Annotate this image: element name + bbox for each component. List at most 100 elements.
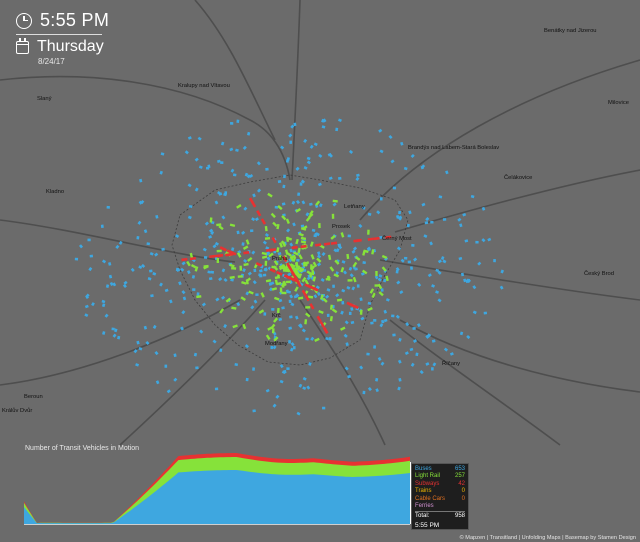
vehicle-marker [351,249,356,254]
vehicle-marker [123,280,128,285]
vehicle-marker [137,220,142,225]
vehicle-marker [346,253,350,260]
vehicle-marker [332,199,338,203]
vehicle-marker [311,270,315,276]
vehicle-marker [306,385,311,390]
vehicle-marker [112,282,117,287]
vehicle-marker [214,200,219,205]
vehicle-marker [249,174,254,178]
vehicle-marker [398,337,402,342]
vehicle-marker [245,291,250,296]
vehicle-marker [391,314,395,318]
vehicle-marker [258,269,263,273]
vehicle-marker [216,249,222,253]
vehicle-marker [293,122,297,127]
legend-value: 257 [454,473,465,480]
vehicle-marker [330,234,336,240]
place-label: Králův Dvůr [2,408,33,414]
vehicle-marker [294,315,299,320]
vehicle-marker [149,251,154,256]
vehicle-marker [384,256,389,262]
vehicle-marker [360,316,365,321]
vehicle-marker [413,257,418,262]
vehicle-marker [236,230,240,235]
vehicle-marker [180,326,184,331]
vehicle-marker [285,289,290,294]
vehicle-marker [187,215,192,220]
vehicle-marker [332,202,337,207]
vehicle-marker [405,322,410,327]
vehicle-marker [141,263,146,269]
vehicle-marker [196,295,202,299]
place-label: Beroun [24,394,43,400]
vehicle-marker [301,289,307,297]
vehicle-marker [396,246,402,251]
legend-total-row: Total: 958 [415,511,465,520]
vehicle-marker [261,251,267,256]
vehicle-marker [302,376,307,381]
vehicle-marker [263,268,268,272]
vehicle-marker [348,311,352,316]
vehicle-marker [361,269,368,275]
vehicle-marker [164,364,168,368]
vehicle-marker [198,165,203,169]
vehicle-marker [289,294,294,299]
vehicle-marker [398,210,401,215]
vehicle-marker [182,296,187,301]
legend-row-ferries: Ferries [415,503,465,510]
vehicle-marker [347,279,353,282]
vehicle-marker [466,334,471,340]
vehicle-marker [278,317,283,322]
legend-row-buses: Buses 653 [415,466,465,473]
vehicle-marker [332,284,335,288]
vehicle-marker [89,254,94,258]
vehicle-marker [326,275,331,282]
vehicle-marker [425,334,430,339]
vehicle-marker [248,197,255,204]
vehicle-marker [154,252,159,257]
vehicle-marker [442,218,447,221]
place-label: Milovice [608,100,629,106]
vehicle-marker [218,225,224,231]
vehicle-marker [242,268,246,273]
legend-time: 5:55 PM [415,521,440,529]
vehicle-marker [410,153,415,159]
vehicle-marker [175,234,180,239]
vehicle-marker [343,333,348,338]
vehicle-marker [208,277,213,281]
vehicle-marker [302,261,308,267]
legend-value: 42 [458,480,465,487]
vehicle-marker [367,237,374,241]
vehicle-marker [340,232,345,238]
vehicle-marker [326,313,330,318]
vehicle-marker [392,333,396,337]
vehicle-marker [356,173,360,177]
vehicles-timeline [24,453,411,525]
vehicle-marker [87,238,91,242]
vehicle-marker [203,256,208,259]
vehicle-marker [242,323,247,330]
vehicle-marker [118,240,123,245]
vehicle-marker [262,273,267,277]
vehicle-marker [315,285,320,290]
vehicle-marker [275,394,280,399]
vehicle-marker [297,192,301,196]
vehicle-marker [251,250,256,255]
vehicle-marker [378,235,383,240]
calendar-icon [16,37,29,54]
vehicle-marker [458,256,463,261]
vehicle-marker [367,386,372,392]
vehicle-marker [139,178,143,183]
vehicle-marker [288,133,293,138]
vehicle-marker [298,254,303,260]
vehicle-marker [138,265,143,270]
vehicle-marker [381,254,388,260]
vehicle-marker [313,294,318,299]
vehicle-marker [336,298,343,302]
vehicle-marker [239,265,243,271]
vehicle-marker [108,274,113,279]
clock-divider [16,34,102,35]
vehicle-marker [301,276,307,283]
vehicle-marker [202,247,207,252]
